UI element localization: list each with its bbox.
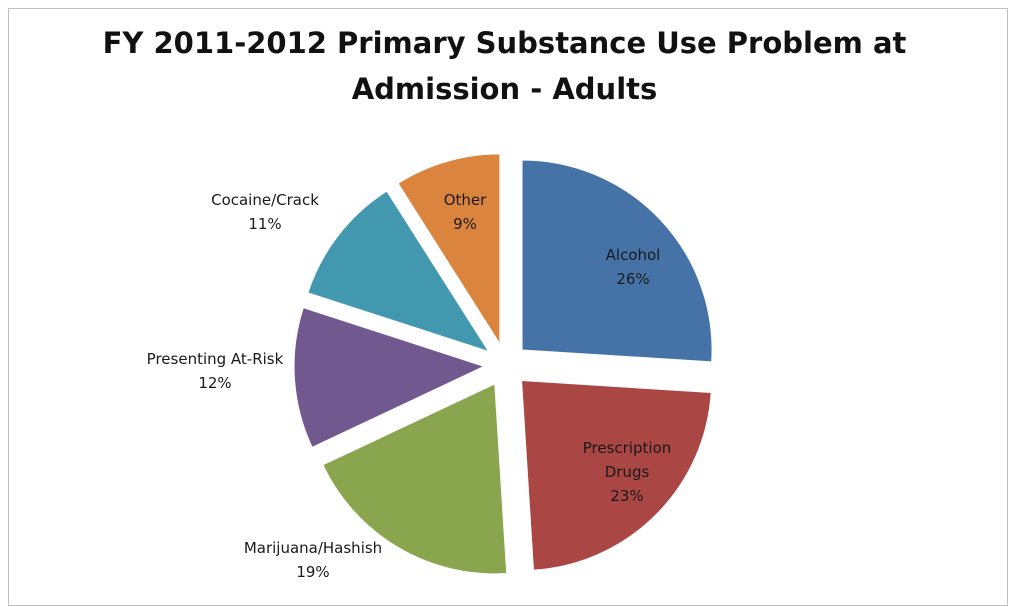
slice-label-alcohol: Alcohol 26%	[606, 246, 661, 288]
slice-label-other: Other 9%	[444, 191, 487, 233]
slice-label-presenting-at-risk: Presenting At-Risk 12%	[147, 350, 284, 392]
chart-frame	[8, 8, 1008, 606]
pie-slice-prescription-drugs	[521, 380, 712, 571]
pie-slice-presenting-at-risk	[293, 307, 486, 448]
pie-slice-cocaine-crack	[307, 190, 490, 353]
slice-label-marijuana-hashish: Marijuana/Hashish 19%	[244, 539, 382, 581]
chart-title: FY 2011-2012 Primary Substance Use Probl…	[102, 26, 907, 106]
slice-label-prescription-drugs: Prescription Drugs 23%	[583, 439, 672, 505]
pie-slice-marijuana-hashish	[322, 383, 508, 575]
slice-label-cocaine-crack: Cocaine/Crack 11%	[211, 191, 319, 233]
pie-slice-alcohol	[521, 159, 713, 363]
pie-slice-other	[397, 153, 501, 346]
